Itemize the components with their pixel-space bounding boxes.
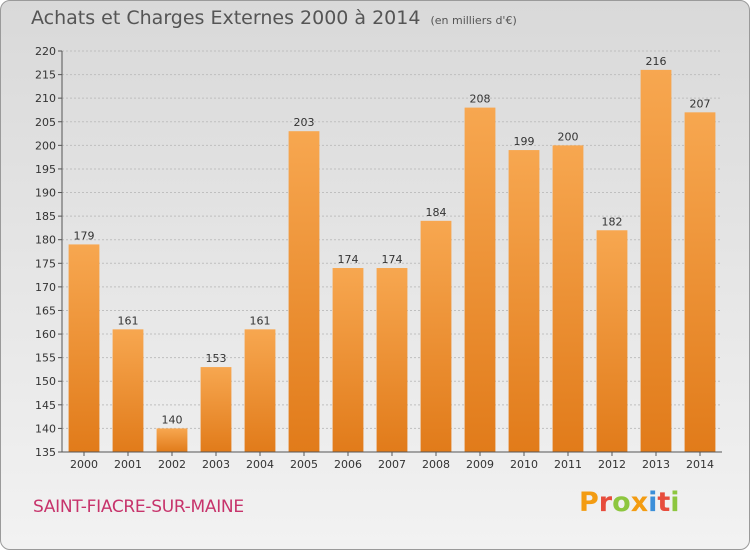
y-tick-label: 180 — [35, 234, 56, 247]
bar-2011 — [552, 145, 584, 452]
bar-2004 — [244, 329, 276, 452]
y-tick-label: 190 — [35, 187, 56, 200]
x-tick-label-2004: 2004 — [246, 458, 274, 471]
chart-title: Achats et Charges Externes 2000 à 2014 (e… — [31, 7, 517, 29]
x-tick-label-2003: 2003 — [202, 458, 230, 471]
y-tick-label: 170 — [35, 281, 56, 294]
brand-letter: o — [612, 487, 631, 518]
bar-2012 — [596, 230, 628, 452]
y-tick-label: 215 — [35, 69, 56, 82]
y-tick-label: 150 — [35, 375, 56, 388]
commune-name: SAINT-FIACRE-SUR-MAINE — [33, 497, 244, 517]
data-label-2001: 161 — [118, 314, 139, 327]
data-label-2007: 174 — [382, 253, 403, 266]
y-tick-label: 205 — [35, 116, 56, 129]
x-tick-label-2009: 2009 — [466, 458, 494, 471]
data-label-2004: 161 — [250, 314, 271, 327]
x-tick-label-2000: 2000 — [70, 458, 98, 471]
y-tick-label: 155 — [35, 352, 56, 365]
brand-letter: t — [657, 487, 671, 518]
chart-unit: (en milliers d'€) — [430, 14, 517, 27]
bar-2014 — [684, 112, 716, 453]
x-tick-label-2006: 2006 — [334, 458, 362, 471]
bar-layer — [68, 69, 716, 453]
data-label-2003: 153 — [206, 352, 227, 365]
bar-2005 — [288, 131, 320, 452]
bar-2006 — [332, 268, 364, 452]
y-tick-label: 135 — [35, 446, 56, 459]
data-label-2014: 207 — [690, 97, 711, 110]
axis-layer: 135 140 145 150 155 160 165 170 175 180 185 190 195 2… — [35, 45, 722, 471]
y-tick-label: 195 — [35, 163, 56, 176]
brand-letter: i — [648, 487, 658, 518]
brand-letter: i — [670, 487, 680, 518]
x-tick-label-2011: 2011 — [554, 458, 582, 471]
x-tick-label-2005: 2005 — [290, 458, 318, 471]
data-label-2006: 174 — [338, 253, 359, 266]
y-tick-label: 185 — [35, 210, 56, 223]
bar-2010 — [508, 150, 540, 452]
x-tick-label-2013: 2013 — [642, 458, 670, 471]
x-tick-label-2007: 2007 — [378, 458, 406, 471]
x-tick-label-2002: 2002 — [158, 458, 186, 471]
x-tick-label-2008: 2008 — [422, 458, 450, 471]
brand-letter: r — [598, 487, 613, 518]
brand-letter: x — [630, 487, 649, 518]
y-tick-label: 175 — [35, 257, 56, 270]
data-label-2005: 203 — [294, 116, 315, 129]
data-label-2002: 140 — [162, 413, 183, 426]
bar-2003 — [200, 367, 232, 452]
brand-logo: Proxiti — [579, 487, 680, 518]
x-tick-label-2001: 2001 — [114, 458, 142, 471]
x-tick-label-2010: 2010 — [510, 458, 538, 471]
data-label-2011: 200 — [558, 130, 579, 143]
y-tick-label: 145 — [35, 399, 56, 412]
bar-2007 — [376, 268, 408, 452]
x-tick-label-2014: 2014 — [686, 458, 714, 471]
y-tick-label: 200 — [35, 139, 56, 152]
data-label-2000: 179 — [74, 229, 95, 242]
data-label-2009: 208 — [470, 93, 491, 106]
bar-2001 — [112, 329, 144, 452]
bar-2002 — [156, 428, 188, 452]
bar-2009 — [464, 107, 496, 453]
brand-letter: P — [579, 487, 599, 518]
y-tick-label: 220 — [35, 45, 56, 58]
data-label-2012: 182 — [602, 215, 623, 228]
label-layer: 179 161 140 153 161 203 174 174 184 208 199 200 182 2… — [74, 55, 711, 427]
chart-title-text: Achats et Charges Externes 2000 à 2014 — [31, 7, 421, 29]
bar-2013 — [640, 69, 672, 452]
y-tick-label: 160 — [35, 328, 56, 341]
data-label-2010: 199 — [514, 135, 535, 148]
y-tick-label: 210 — [35, 92, 56, 105]
x-tick-label-2012: 2012 — [598, 458, 626, 471]
bar-2000 — [68, 244, 100, 452]
data-label-2013: 216 — [646, 55, 667, 68]
data-label-2008: 184 — [426, 206, 447, 219]
y-tick-label: 140 — [35, 422, 56, 435]
y-tick-label: 165 — [35, 304, 56, 317]
bar-2008 — [420, 220, 452, 452]
